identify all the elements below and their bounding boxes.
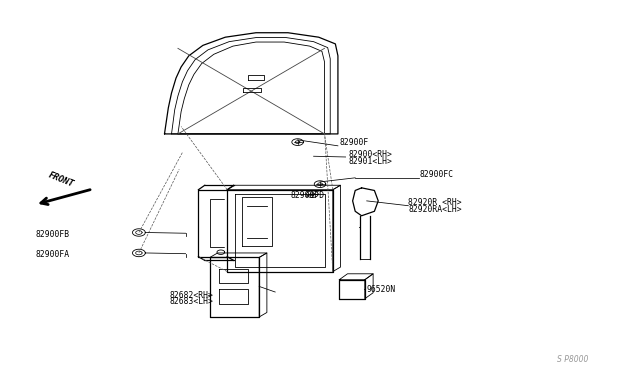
Text: 82682<RH>: 82682<RH> [170, 291, 214, 299]
Text: 82920RA<LH>: 82920RA<LH> [408, 205, 462, 214]
Text: 82900FD: 82900FD [291, 191, 324, 200]
Text: 82900F: 82900F [339, 138, 369, 147]
Text: 82683<LH>: 82683<LH> [170, 297, 214, 306]
Text: 82900FC: 82900FC [420, 170, 454, 179]
Text: 82920R <RH>: 82920R <RH> [408, 198, 462, 207]
Text: 82900FB: 82900FB [35, 230, 69, 239]
Text: 82901<LH>: 82901<LH> [348, 157, 392, 166]
Text: 82900<RH>: 82900<RH> [348, 150, 392, 159]
Text: S P8000: S P8000 [557, 355, 588, 363]
Text: 82900FA: 82900FA [35, 250, 69, 259]
Text: 96520N: 96520N [366, 285, 396, 294]
Text: FRONT: FRONT [47, 171, 76, 189]
